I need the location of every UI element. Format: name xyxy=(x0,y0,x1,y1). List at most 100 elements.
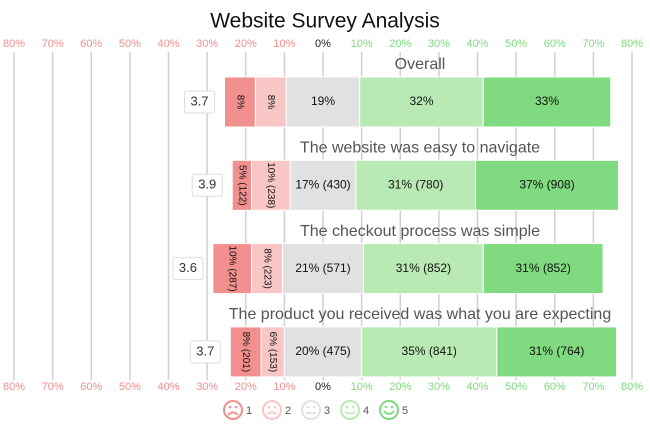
legend-eye xyxy=(384,405,388,409)
value-label: 17% (430) xyxy=(295,177,350,191)
x-tick-label: 30% xyxy=(428,381,450,393)
value-label: 10% (238) xyxy=(265,162,276,208)
x-tick-label: 80% xyxy=(621,38,643,50)
legend-icon xyxy=(379,400,399,420)
x-tick-label: 10% xyxy=(351,381,373,393)
value-label: 19% xyxy=(311,94,335,108)
legend-icon xyxy=(223,400,243,420)
legend-face xyxy=(223,400,243,420)
legend-face xyxy=(379,400,399,420)
x-tick-label: 30% xyxy=(196,381,218,393)
legend-eye xyxy=(390,405,394,409)
legend-mouth xyxy=(344,411,356,415)
x-tick-label: 20% xyxy=(235,38,257,50)
mean-label: 3.6 xyxy=(179,260,197,275)
x-tick-label: 50% xyxy=(119,38,141,50)
mean-label: 3.7 xyxy=(196,343,214,358)
value-label: 35% (841) xyxy=(402,344,457,358)
x-tick-label: 30% xyxy=(428,38,450,50)
value-label: 6% (153) xyxy=(267,332,278,373)
mean-box xyxy=(189,340,221,364)
legend-eye xyxy=(312,405,316,409)
bar-segment xyxy=(355,159,477,211)
legend-mouth xyxy=(266,411,278,415)
x-tick-label: 50% xyxy=(505,381,527,393)
x-tick-label: 10% xyxy=(273,381,295,393)
legend-eye xyxy=(234,405,238,409)
mean-label: 3.9 xyxy=(198,177,216,192)
mean-label: 3.7 xyxy=(190,93,208,108)
bar-segment xyxy=(361,326,498,378)
bar-segment xyxy=(224,76,256,128)
value-label: 8% xyxy=(234,95,245,110)
legend-label: 5 xyxy=(402,405,408,417)
x-tick-label: 60% xyxy=(80,38,102,50)
legend-mouth xyxy=(227,411,239,416)
x-tick-label: 0% xyxy=(315,38,331,50)
x-tick-label: 20% xyxy=(389,381,411,393)
x-tick-label: 10% xyxy=(273,38,295,50)
bar-segment xyxy=(496,326,618,378)
row-title: The checkout process was simple xyxy=(300,223,540,240)
legend-icon xyxy=(301,400,321,420)
legend-label: 2 xyxy=(285,405,291,417)
chart-title: Website Survey Analysis xyxy=(210,10,440,33)
x-tick-label: 20% xyxy=(235,381,257,393)
legend-label: 1 xyxy=(246,405,252,417)
value-label: 5% (122) xyxy=(236,165,247,206)
value-label: 32% xyxy=(409,94,433,108)
bar-segment xyxy=(229,326,262,378)
mean-box xyxy=(172,257,204,281)
x-tick-label: 40% xyxy=(157,38,179,50)
x-tick-label: 60% xyxy=(544,381,566,393)
value-label: 31% (852) xyxy=(515,261,570,275)
value-label: 33% xyxy=(535,94,559,108)
legend-label: 4 xyxy=(363,405,369,417)
value-label: 20% (475) xyxy=(295,344,350,358)
bar-segment xyxy=(251,159,291,211)
x-tick-label: 70% xyxy=(42,38,64,50)
x-tick-label: 40% xyxy=(157,381,179,393)
legend-icon xyxy=(340,400,360,420)
legend-eye xyxy=(345,405,349,409)
legend-mouth xyxy=(383,410,395,415)
x-tick-label: 10% xyxy=(351,38,373,50)
x-tick-label: 30% xyxy=(196,38,218,50)
x-tick-label: 80% xyxy=(3,381,25,393)
row-title: Overall xyxy=(395,56,446,73)
x-tick-label: 70% xyxy=(42,381,64,393)
value-label: 31% (764) xyxy=(529,344,584,358)
legend-eye xyxy=(306,405,310,409)
bar-segment xyxy=(475,159,619,211)
x-tick-label: 60% xyxy=(544,38,566,50)
value-label: 8% (223) xyxy=(261,248,272,289)
x-tick-label: 40% xyxy=(466,38,488,50)
bar-segment xyxy=(285,76,361,128)
legend-face xyxy=(262,400,282,420)
legend-label: 3 xyxy=(324,405,330,417)
x-tick-label: 50% xyxy=(119,381,141,393)
value-label: 31% (780) xyxy=(388,177,443,191)
bar-segment xyxy=(281,243,365,295)
x-tick-label: 60% xyxy=(80,381,102,393)
bar-segment xyxy=(212,243,253,295)
x-tick-label: 20% xyxy=(389,38,411,50)
value-label: 37% (908) xyxy=(519,177,574,191)
x-tick-label: 80% xyxy=(3,38,25,50)
x-tick-label: 70% xyxy=(582,381,604,393)
bar-segment xyxy=(482,243,604,295)
value-label: 8% (201) xyxy=(240,332,251,373)
value-label: 10% (287) xyxy=(227,246,238,292)
bar-segment xyxy=(251,243,283,295)
value-label: 8% xyxy=(265,95,276,110)
x-tick-label: 0% xyxy=(315,381,331,393)
bar-segment xyxy=(289,159,357,211)
legend-face xyxy=(301,400,321,420)
x-tick-label: 50% xyxy=(505,38,527,50)
mean-box xyxy=(184,90,216,114)
row-title: The website was easy to navigate xyxy=(300,140,540,157)
x-tick-label: 70% xyxy=(582,38,604,50)
value-label: 21% (571) xyxy=(295,261,350,275)
legend-eye xyxy=(351,405,355,409)
